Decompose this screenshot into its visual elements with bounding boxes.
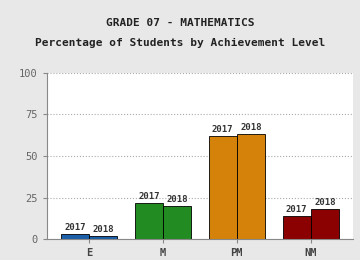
Bar: [61, 234, 89, 239]
Bar: [209, 136, 237, 239]
Text: 2018: 2018: [166, 195, 188, 204]
Bar: [283, 216, 311, 239]
Bar: [311, 209, 339, 239]
Text: 2018: 2018: [240, 124, 262, 132]
Bar: [89, 236, 117, 239]
Text: 2017: 2017: [212, 125, 234, 134]
Text: 2017: 2017: [64, 223, 86, 232]
Text: 2017: 2017: [286, 205, 307, 214]
Bar: [135, 203, 163, 239]
Text: GRADE 07 - MATHEMATICS: GRADE 07 - MATHEMATICS: [106, 18, 254, 28]
Text: Percentage of Students by Achievement Level: Percentage of Students by Achievement Le…: [35, 38, 325, 48]
Text: 2018: 2018: [314, 198, 336, 207]
Bar: [237, 134, 265, 239]
Text: 2018: 2018: [92, 225, 114, 234]
Text: 2017: 2017: [138, 192, 159, 201]
Bar: [163, 206, 191, 239]
